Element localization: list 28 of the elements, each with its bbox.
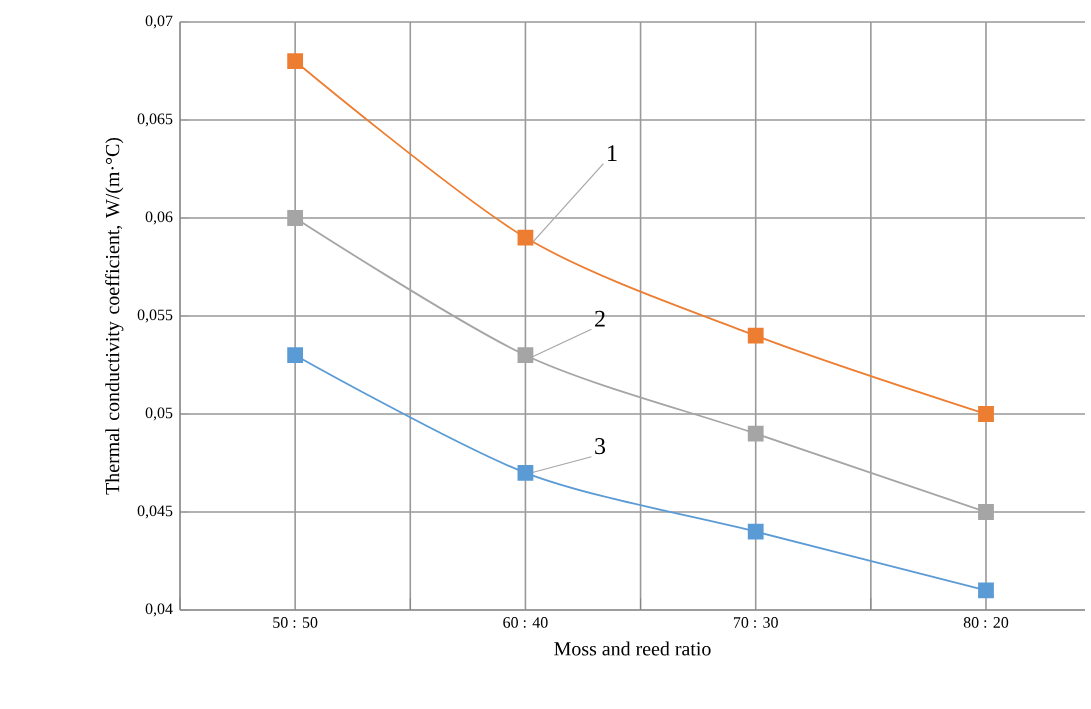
y-tick-label: 0,05	[145, 407, 173, 421]
y-axis-title: Thermal conductivity coefficient, W/(m·°C)	[105, 137, 124, 495]
point	[287, 53, 304, 70]
y-tick-label: 0,065	[137, 113, 173, 127]
x-tick-label: 60 : 40	[503, 617, 548, 628]
x-axis-title: Moss and reed ratio	[554, 641, 711, 656]
point	[747, 523, 764, 540]
y-tick-label: 0,045	[137, 505, 173, 519]
x-tick-label: 80 : 20	[963, 617, 1009, 628]
point	[747, 425, 764, 442]
point	[978, 582, 994, 599]
x-tick-label: 70 : 30	[733, 617, 778, 628]
annotation: 3	[595, 438, 606, 455]
y-tick-label: 0,06	[145, 211, 173, 225]
y-tick-label: 0,055	[137, 309, 173, 323]
point	[517, 229, 534, 246]
y-tick-label: 0,04	[145, 603, 173, 617]
point	[517, 464, 534, 481]
annotation: 1	[608, 145, 617, 161]
point	[978, 406, 994, 422]
point	[978, 504, 994, 520]
annotation: 2	[595, 310, 605, 327]
point	[287, 347, 304, 364]
point	[517, 347, 534, 364]
point	[747, 327, 764, 344]
point	[287, 210, 304, 226]
x-tick-label: 50 : 50	[273, 617, 318, 628]
y-tick-label: 0,07	[145, 15, 173, 29]
